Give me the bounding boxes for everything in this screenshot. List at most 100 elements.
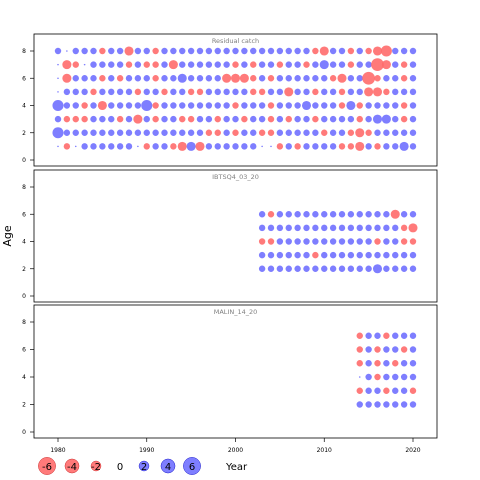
residual-bubble — [329, 61, 337, 68]
residual-bubble — [383, 387, 390, 394]
residual-bubble — [400, 102, 408, 109]
residual-bubble — [329, 211, 337, 218]
residual-bubble — [239, 73, 249, 83]
residual-bubble — [90, 102, 97, 109]
residual-bubble — [285, 211, 292, 218]
residual-bubble — [303, 129, 310, 136]
x-tick-label: 2010 — [317, 447, 332, 454]
residual-bubble — [321, 211, 328, 218]
residual-bubble — [400, 265, 408, 272]
legend-bubble — [90, 460, 102, 472]
residual-bubble — [374, 102, 381, 109]
residual-bubble — [374, 346, 381, 353]
residual-bubble — [356, 224, 363, 232]
residual-bubble — [329, 115, 337, 123]
residual-bubble — [99, 61, 106, 68]
residual-bubble — [187, 88, 195, 96]
residual-bubble — [152, 88, 159, 96]
residual-bubble — [196, 129, 204, 136]
legend-label: -4 — [67, 462, 77, 473]
residual-bubble — [133, 114, 143, 124]
residual-bubble — [356, 251, 363, 259]
residual-bubble — [214, 115, 221, 123]
residual-bubble — [250, 47, 257, 55]
residual-bubble — [383, 238, 390, 245]
residual-bubble — [161, 129, 168, 136]
residual-bubble — [392, 47, 399, 55]
residual-bubble — [392, 102, 399, 109]
residual-bubble — [223, 102, 230, 109]
residual-bubble — [392, 75, 399, 82]
residual-bubble — [267, 265, 275, 272]
y-tick-label: 4 — [22, 103, 26, 110]
residual-bubble — [374, 332, 381, 339]
residual-bubble — [72, 129, 79, 136]
residual-bubble — [409, 332, 417, 339]
residual-bubble — [392, 360, 399, 367]
residual-bubble — [303, 238, 310, 245]
residual-bubble — [54, 47, 62, 55]
residual-bubble — [303, 251, 310, 259]
residual-bubble — [409, 360, 417, 367]
residual-bubble — [232, 115, 239, 123]
residual-bubble — [205, 61, 213, 68]
residual-bubble — [232, 88, 239, 96]
residual-bubble — [72, 102, 79, 109]
residual-bubble — [319, 46, 329, 56]
residual-bubble — [276, 224, 284, 232]
x-axis-label: Year — [225, 462, 248, 473]
residual-bubble — [223, 129, 230, 136]
residual-bubble — [356, 75, 363, 82]
residual-bubble — [63, 88, 71, 96]
residual-bubble — [258, 265, 266, 272]
residual-bubble — [365, 211, 372, 218]
residual-bubble — [362, 71, 376, 85]
residual-bubble — [303, 47, 310, 55]
residual-bubble — [54, 115, 62, 123]
y-tick-label: 2 — [22, 266, 26, 273]
residual-bubble — [276, 265, 284, 272]
residual-bubble — [371, 58, 384, 72]
legend-label: 6 — [189, 462, 195, 473]
residual-bubble — [143, 143, 150, 150]
residual-bubble — [365, 251, 372, 259]
residual-bubble — [338, 102, 346, 109]
residual-bubble — [90, 88, 97, 96]
y-tick-label: 0 — [22, 293, 26, 300]
residual-bubble — [338, 211, 346, 218]
residual-bubble — [321, 251, 328, 259]
residual-bubble — [214, 143, 221, 150]
residual-bubble — [241, 129, 248, 136]
residual-bubble — [99, 47, 106, 55]
residual-bubble — [81, 143, 88, 150]
residual-bubble — [134, 102, 142, 109]
residual-bubble — [312, 211, 319, 218]
residual-bubble — [62, 60, 72, 70]
panel: Residual catch 0 2 4 6 8 — [22, 33, 438, 167]
residual-bubble — [294, 251, 301, 259]
residual-bubble — [161, 102, 168, 109]
residual-bubble — [258, 224, 266, 232]
residual-bubble — [134, 61, 142, 68]
residual-bubble — [116, 129, 124, 136]
residual-bubble — [365, 224, 372, 232]
residual-bubble — [347, 61, 355, 68]
residual-bubble — [347, 129, 355, 136]
residual-bubble — [179, 61, 186, 68]
residual-bubble — [338, 88, 346, 96]
residual-bubble — [186, 141, 196, 151]
residual-bubble — [392, 346, 399, 353]
y-tick-label: 6 — [22, 347, 26, 354]
residual-bubble — [125, 75, 133, 82]
residual-bubble — [134, 88, 142, 96]
residual-bubble — [294, 88, 301, 96]
panel: MALIN_14_20 0 2 4 6 8 — [22, 304, 438, 439]
x-tick-label: 2020 — [405, 447, 420, 454]
residual-bubble — [372, 87, 383, 97]
residual-bubble — [232, 143, 239, 150]
residual-bubble — [294, 238, 301, 245]
residual-bubble — [285, 75, 292, 82]
residual-bubble — [152, 75, 159, 82]
residual-bubble — [196, 61, 204, 68]
